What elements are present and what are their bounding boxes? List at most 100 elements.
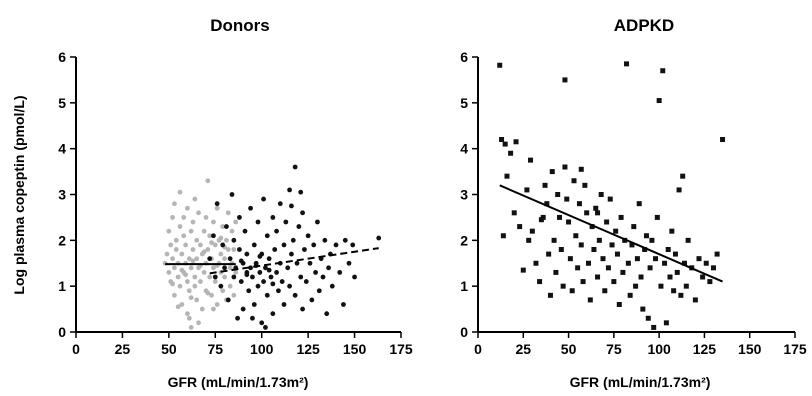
data-point <box>266 267 272 273</box>
data-point <box>240 306 246 312</box>
data-point <box>342 237 348 243</box>
data-point <box>229 228 235 234</box>
data-point <box>587 297 593 303</box>
data-point <box>170 281 175 287</box>
data-point <box>212 242 218 248</box>
data-point <box>220 242 226 248</box>
data-point <box>231 237 237 243</box>
data-point <box>324 311 330 317</box>
data-point <box>185 205 190 211</box>
data-point <box>220 224 226 229</box>
data-point <box>302 247 307 252</box>
data-point <box>190 247 196 252</box>
data-point <box>170 215 175 220</box>
data-point <box>643 233 649 239</box>
data-point <box>175 304 181 310</box>
x-tick-label: 100 <box>647 341 671 357</box>
data-point <box>175 274 181 280</box>
data-point <box>526 237 532 243</box>
data-point <box>598 192 604 197</box>
data-point <box>642 247 648 252</box>
data-point <box>173 237 179 243</box>
data-point <box>194 237 200 243</box>
y-tick-label: 5 <box>58 95 66 111</box>
data-point <box>263 265 268 271</box>
data-point <box>172 265 177 271</box>
data-point <box>287 283 292 289</box>
data-point <box>264 292 270 298</box>
data-point <box>680 173 686 179</box>
data-point <box>533 260 539 266</box>
data-point <box>707 279 713 285</box>
data-point <box>544 201 550 207</box>
data-point <box>201 249 207 255</box>
data-point <box>218 283 224 289</box>
y-tick-label: 0 <box>58 324 66 340</box>
data-point <box>605 265 611 271</box>
data-point <box>220 288 226 294</box>
x-tick-label: 125 <box>296 341 320 357</box>
data-point <box>528 157 534 163</box>
data-point <box>250 315 255 321</box>
data-point <box>656 98 662 104</box>
data-point <box>685 237 691 243</box>
data-point <box>244 272 250 278</box>
data-point <box>196 210 201 216</box>
data-point <box>207 274 213 280</box>
data-point <box>624 61 630 67</box>
data-point <box>207 256 213 262</box>
data-point <box>229 192 235 197</box>
data-point <box>298 189 304 195</box>
data-point <box>166 228 172 234</box>
data-point <box>250 274 255 280</box>
data-point <box>251 242 257 248</box>
chart-title: Donors <box>210 16 270 35</box>
data-point <box>177 224 183 229</box>
x-axis-label: GFR (mL/min/1.73m²) <box>570 374 711 390</box>
data-point <box>634 256 640 262</box>
data-point <box>692 297 698 303</box>
chart-adpkd: ADPKD GFR (mL/min/1.73m²) 0 25 50 75 100 125 1… <box>460 16 807 390</box>
data-point <box>337 270 343 275</box>
data-point <box>227 265 233 271</box>
y-tick-label: 3 <box>58 187 66 203</box>
data-point <box>676 187 682 193</box>
data-point <box>186 288 192 294</box>
data-point <box>188 295 194 301</box>
data-point <box>346 260 352 266</box>
data-point <box>352 274 357 280</box>
data-point <box>272 247 278 252</box>
data-point <box>231 247 237 252</box>
data-point <box>616 302 622 307</box>
data-point <box>192 283 198 289</box>
data-point <box>638 274 644 280</box>
data-point <box>678 292 684 298</box>
data-point <box>227 283 233 289</box>
data-point <box>558 247 564 252</box>
data-point <box>497 62 503 68</box>
data-point <box>580 279 586 285</box>
y-tick-label: 0 <box>460 324 468 340</box>
data-point <box>214 205 220 211</box>
data-point <box>289 251 294 257</box>
data-point <box>251 302 257 307</box>
data-point <box>595 210 601 216</box>
x-tick-label: 0 <box>474 341 482 357</box>
data-point <box>179 251 185 257</box>
data-point <box>238 258 244 264</box>
data-point <box>333 242 339 248</box>
data-point <box>575 265 581 271</box>
data-point <box>566 219 572 225</box>
data-point <box>578 242 584 248</box>
data-point <box>214 302 220 307</box>
data-point <box>341 302 346 307</box>
data-point <box>224 224 229 229</box>
data-point <box>212 274 218 280</box>
data-point <box>177 189 183 195</box>
data-point <box>307 260 313 266</box>
data-point <box>198 242 203 248</box>
data-point <box>547 292 553 298</box>
data-point <box>168 242 174 248</box>
data-point <box>257 253 263 259</box>
data-point <box>585 260 591 266</box>
